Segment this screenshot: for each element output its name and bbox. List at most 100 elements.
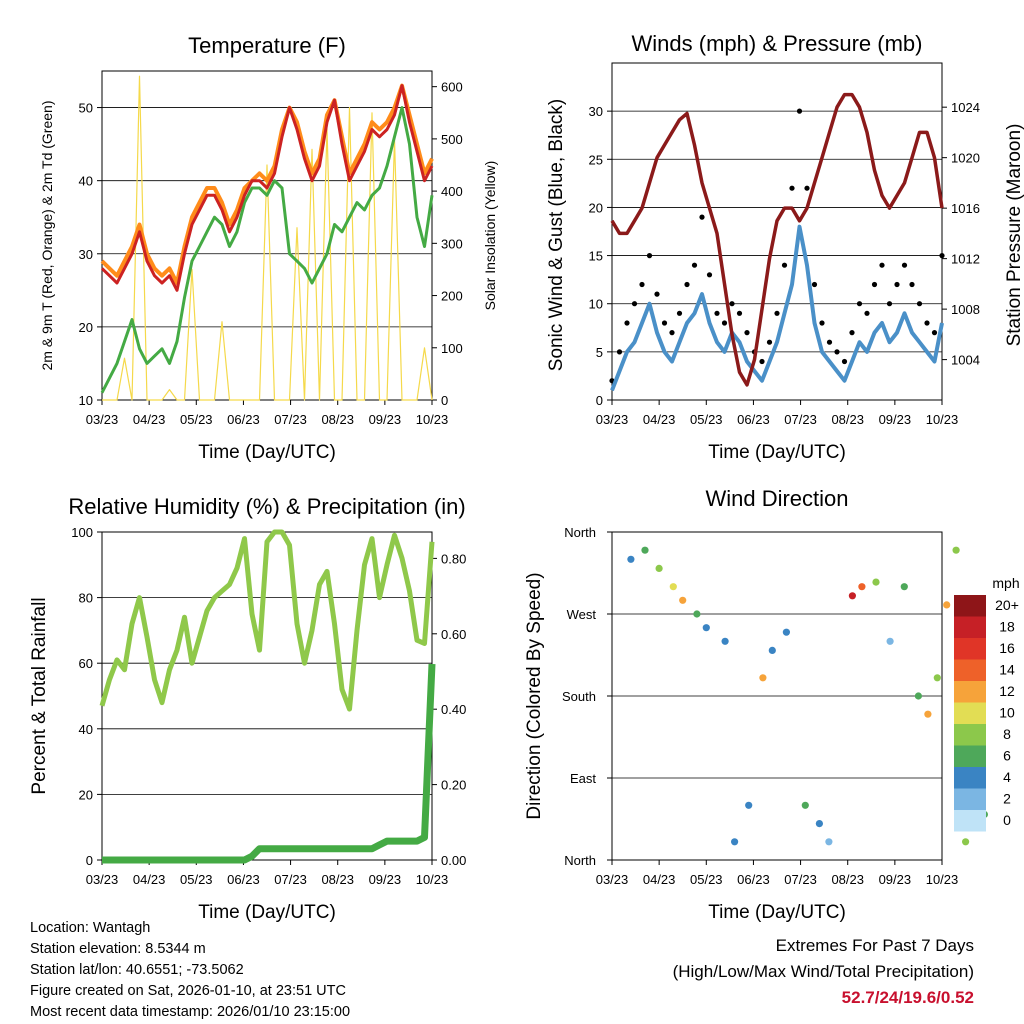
direction-point: [801, 801, 809, 809]
y2-tick-label: 1024: [951, 100, 980, 115]
created-text: Figure created on Sat, 2026-01-10, at 23…: [30, 983, 346, 999]
colorbar-swatch: [954, 702, 986, 724]
plot-frame: [101, 70, 433, 401]
x-tick-label: 06/23: [227, 872, 260, 887]
y2-axis-label: Solar Insolation (Yellow): [482, 161, 498, 311]
x-tick-label: 06/23: [737, 412, 770, 427]
direction-point: [745, 801, 753, 809]
direction-point: [641, 546, 649, 554]
x-axis-label: Time (Day/UTC): [708, 902, 846, 923]
y-axis-label: Direction (Colored By Speed): [524, 572, 545, 819]
y-tick-label: 5: [596, 345, 603, 360]
y2-axis-label: Station Pressure (Maroon): [1004, 124, 1024, 347]
gust-point: [811, 281, 818, 288]
direction-point: [962, 838, 970, 846]
x-tick-label: 06/23: [737, 872, 770, 887]
direction-point: [655, 564, 663, 573]
y-tick-label: West: [567, 607, 597, 622]
y2-tick-label: 300: [441, 236, 463, 251]
gust-point: [909, 281, 915, 288]
y-tick-label: 15: [589, 249, 603, 264]
x-tick-label: 08/23: [831, 412, 864, 427]
gust-point: [894, 281, 900, 288]
colorbar-label: 8: [1003, 726, 1011, 742]
direction-point: [933, 674, 941, 682]
y2-tick-label: 600: [441, 80, 463, 95]
direction-point: [759, 674, 767, 682]
direction-point: [914, 692, 923, 700]
direction-point: [924, 710, 932, 718]
insolation-line: [102, 75, 433, 401]
colorbar-label: 16: [999, 640, 1015, 656]
y-tick-label: 80: [79, 591, 93, 606]
chart-panel-3: Relative Humidity (%) & Precipitation (i…: [29, 494, 466, 923]
dewpoint-line: [100, 106, 434, 394]
extremes-title: Extremes For Past 7 Days: [775, 936, 974, 955]
colorbar-label: 18: [999, 619, 1015, 635]
y-tick-label: 0: [596, 393, 603, 408]
gust-point: [661, 320, 668, 326]
x-tick-label: 04/23: [643, 412, 676, 427]
plot-frame: [611, 62, 943, 401]
gust-point: [826, 339, 833, 345]
colorbar-label: 6: [1003, 748, 1011, 764]
gust-point: [639, 281, 645, 288]
colorbar-label: 10: [999, 705, 1015, 721]
x-tick-label: 05/23: [690, 872, 723, 887]
gust-point: [706, 272, 713, 278]
recent-text: Most recent data timestamp: 2026/01/10 2…: [30, 1004, 351, 1020]
x-tick-label: 07/23: [784, 412, 817, 427]
gust-point: [864, 310, 870, 316]
colorbar-title: mph: [992, 575, 1019, 591]
colorbar-label: 12: [999, 683, 1015, 699]
colorbar-label: 4: [1003, 769, 1011, 785]
gust-point: [796, 108, 803, 114]
y2-tick-label: 1008: [951, 302, 980, 317]
direction-point: [943, 601, 951, 609]
x-tick-label: 07/23: [784, 872, 817, 887]
direction-point: [721, 637, 729, 645]
y-tick-label: East: [570, 771, 596, 786]
direction-point: [768, 646, 776, 655]
x-tick-label: 09/23: [879, 412, 912, 427]
gust-point: [616, 349, 623, 355]
chart-panel-1: Temperature (F) Time (Day/UTC) 03/23 04/23 0…: [39, 33, 498, 463]
direction-point: [886, 637, 894, 645]
gust-point: [841, 358, 848, 365]
gust-point: [646, 253, 653, 259]
y2-tick-label: 0.20: [441, 778, 466, 793]
x-tick-label: 03/23: [86, 872, 119, 887]
colorbar-swatch: [954, 767, 986, 789]
x-tick-label: 09/23: [369, 872, 402, 887]
chart-title: Wind Direction: [705, 486, 848, 511]
y-axis-label: Sonic Wind & Gust (Blue, Black): [546, 99, 567, 371]
gust-point: [871, 281, 878, 288]
gust-point: [789, 185, 795, 191]
y-tick-label: 25: [589, 152, 603, 167]
y2-tick-label: 100: [441, 341, 463, 356]
colorbar-swatch: [954, 810, 986, 832]
gust-point: [939, 253, 945, 259]
y-tick-label: 10: [79, 393, 93, 408]
chart-title: Winds (mph) & Pressure (mb): [632, 31, 923, 56]
gust-point: [819, 320, 825, 326]
y2-tick-label: 0: [441, 393, 448, 408]
y-axis-label: 2m & 9m T (Red, Orange) & 2m Td (Green): [39, 101, 55, 371]
colorbar-swatch: [954, 724, 986, 746]
y-tick-label: 50: [79, 101, 93, 116]
y2-tick-label: 1004: [951, 353, 980, 368]
y2-tick-label: 200: [441, 289, 463, 304]
direction-point: [825, 838, 833, 846]
y2-tick-label: 0.80: [441, 551, 466, 566]
precip-line: [102, 663, 436, 864]
x-tick-label: 07/23: [274, 412, 307, 427]
extremes-values: 52.7/24/19.6/0.52: [841, 988, 974, 1007]
x-tick-label: 05/23: [180, 872, 213, 887]
gust-point: [654, 291, 660, 297]
gust-point: [774, 310, 780, 316]
direction-point: [693, 610, 701, 618]
direction-point: [872, 578, 880, 586]
gust-point: [744, 330, 750, 336]
x-tick-label: 10/23: [926, 872, 959, 887]
humidity-line: [99, 529, 435, 712]
